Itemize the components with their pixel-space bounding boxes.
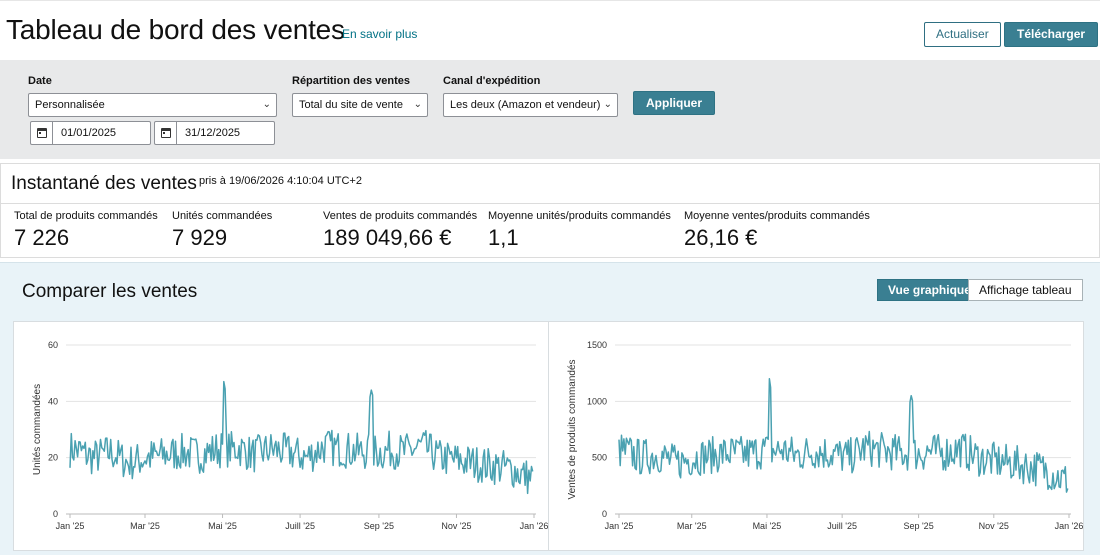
metric-value: 7 226 (14, 225, 70, 250)
compare-title: Comparer les ventes (22, 281, 198, 302)
metric-label: Ventes de produits commandés (323, 210, 478, 222)
metric-value: 7 929 (172, 225, 228, 250)
y-tick-label: 1000 (587, 396, 607, 406)
channel-filter-label: Canal d'expédition (443, 75, 541, 87)
x-tick-label: Mar '25 (677, 521, 707, 531)
snapshot-timestamp: pris à 19/06/2026 4:10:04 UTC+2 (199, 175, 362, 187)
channel-select-value: Les deux (Amazon et vendeur) (450, 99, 601, 111)
metric-label: Moyenne ventes/produits commandés (684, 210, 870, 222)
metric-label: Moyenne unités/produits commandés (488, 210, 671, 222)
metric-value: 189 049,66 € (323, 225, 452, 250)
download-button[interactable]: Télécharger (1004, 22, 1099, 47)
compare-sales-section: Comparer les ventes Vue graphique Affich… (0, 262, 1100, 555)
graph-view-toggle[interactable]: Vue graphique (877, 279, 982, 301)
calendar-icon[interactable] (31, 122, 53, 144)
y-tick-label: 0 (602, 509, 607, 519)
x-tick-label: Mai '25 (208, 521, 237, 531)
start-date-value: 01/01/2025 (61, 127, 117, 139)
y-axis-label: Unités commandées (32, 384, 43, 475)
breakdown-select-value: Total du site de vente (299, 99, 403, 111)
y-tick-label: 60 (48, 340, 58, 350)
y-tick-label: 0 (53, 509, 58, 519)
breakdown-select[interactable]: Total du site de vente ⌄ (292, 93, 428, 117)
series-line (618, 378, 1069, 493)
metric-label: Total de produits commandés (14, 210, 158, 222)
y-axis-label: Ventes de produits commandés (567, 359, 578, 499)
learn-more-link[interactable]: En savoir plus (342, 27, 418, 41)
apply-button[interactable]: Appliquer (633, 91, 715, 115)
units-line-chart: 0 20 40 60 Jan '25 Mar '25 Mai '25 Juill '25 Sep… (32, 340, 548, 531)
sales-chart-panel: 0 500 1000 1500 Jan '25 Mar '25 Mai '25 Juill '… (548, 321, 1084, 551)
page-header: Tableau de bord des ventes En savoir plu… (0, 0, 1100, 60)
sales-line-chart: 0 500 1000 1500 Jan '25 Mar '25 Mai '25 Juill '… (567, 340, 1083, 531)
metric-label: Unités commandées (172, 210, 273, 222)
date-range-select[interactable]: Personnalisée ⌄ (28, 93, 277, 117)
x-tick-label: Nov '25 (441, 521, 471, 531)
breakdown-filter-label: Répartition des ventes (292, 75, 410, 87)
filter-bar: Date Personnalisée ⌄ 01/01/2025 31/12/20… (0, 60, 1100, 159)
channel-select[interactable]: Les deux (Amazon et vendeur) ⌄ (443, 93, 618, 117)
chevron-down-icon: ⌄ (413, 99, 422, 110)
x-tick-label: Jan '25 (605, 521, 634, 531)
chevron-down-icon: ⌄ (262, 99, 271, 110)
chevron-down-icon: ⌄ (603, 99, 612, 110)
y-tick-label: 40 (48, 396, 58, 406)
metric-value: 26,16 € (684, 225, 758, 250)
x-tick-label: Sep '25 (903, 521, 933, 531)
snapshot-header: Instantané des ventes pris à 19/06/2026 … (1, 164, 1099, 204)
sales-snapshot: Instantané des ventes pris à 19/06/2026 … (0, 163, 1100, 258)
y-tick-label: 20 (48, 453, 58, 463)
x-tick-label: Nov '25 (979, 521, 1009, 531)
date-range-select-value: Personnalisée (35, 99, 105, 111)
table-view-toggle[interactable]: Affichage tableau (968, 279, 1083, 301)
end-date-field[interactable]: 31/12/2025 (154, 121, 275, 145)
x-tick-label: Jan '26 (520, 521, 548, 531)
metric-value: 1,1 (488, 225, 519, 250)
x-tick-label: Jan '25 (56, 521, 85, 531)
end-date-value: 31/12/2025 (185, 127, 241, 139)
refresh-button[interactable]: Actualiser (924, 22, 1001, 47)
snapshot-title: Instantané des ventes (11, 173, 197, 194)
x-tick-label: Juill '25 (285, 521, 315, 531)
calendar-icon[interactable] (155, 122, 177, 144)
y-tick-label: 500 (592, 453, 607, 463)
x-tick-label: Juill '25 (827, 521, 857, 531)
y-tick-label: 1500 (587, 340, 607, 350)
x-tick-label: Mar '25 (130, 521, 160, 531)
start-date-field[interactable]: 01/01/2025 (30, 121, 151, 145)
page-title: Tableau de bord des ventes (6, 14, 345, 45)
date-filter-label: Date (28, 75, 52, 87)
x-tick-label: Sep '25 (364, 521, 394, 531)
series-line (69, 380, 534, 495)
x-tick-label: Jan '26 (1055, 521, 1083, 531)
x-tick-label: Mai '25 (753, 521, 782, 531)
units-chart-panel: 0 20 40 60 Jan '25 Mar '25 Mai '25 Juill '25 Sep… (13, 321, 549, 551)
